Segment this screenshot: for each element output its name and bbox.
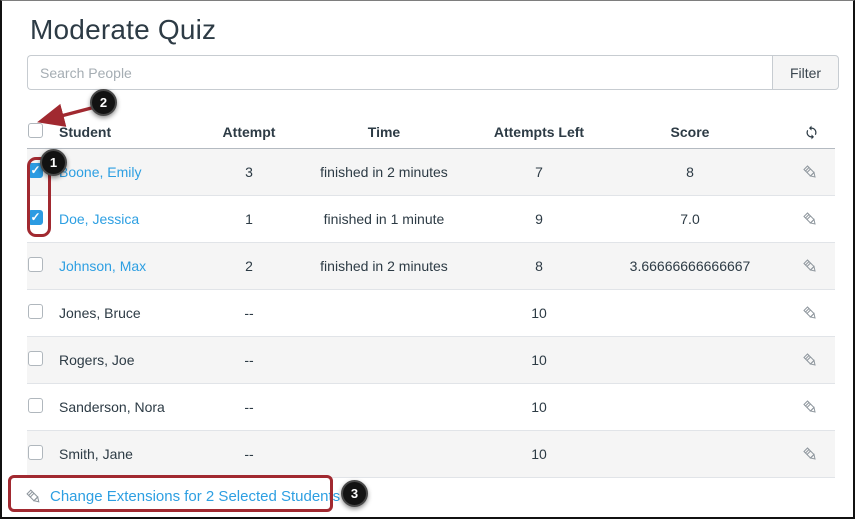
header-student: Student (59, 124, 112, 140)
annotation-arrow-2 (37, 103, 100, 127)
edit-extension-button[interactable] (802, 399, 819, 416)
pencil-icon (803, 306, 816, 319)
header-time: Time (367, 124, 401, 140)
edit-extension-button[interactable] (802, 258, 819, 275)
cell-attempts-left: 10 (531, 305, 547, 321)
filter-button[interactable]: Filter (772, 55, 839, 90)
row-checkbox[interactable] (28, 304, 43, 319)
row-checkbox[interactable] (28, 445, 43, 460)
cell-attempts-left: 10 (531, 399, 547, 415)
row-checkbox[interactable] (28, 351, 43, 366)
student-name: Sanderson, Nora (59, 399, 165, 415)
student-name: Jones, Bruce (59, 305, 141, 321)
header-attempt: Attempt (222, 124, 276, 140)
annotation-box-change-extensions (8, 475, 333, 512)
table-row: Jones, Bruce -- 10 (27, 290, 835, 337)
cell-attempts-left: 7 (535, 164, 543, 180)
annotation-badge-2: 2 (90, 89, 117, 116)
edit-extension-button[interactable] (802, 352, 819, 369)
edit-extension-button[interactable] (802, 446, 819, 463)
search-bar: Filter (27, 55, 839, 90)
students-table: Student Attempt Time Attempts Left Score… (27, 116, 835, 478)
table-row: Boone, Emily 3 finished in 2 minutes 7 8 (27, 149, 835, 196)
student-name-link[interactable]: Doe, Jessica (59, 211, 140, 227)
cell-time: finished in 2 minutes (320, 258, 448, 274)
table-row: Johnson, Max 2 finished in 2 minutes 8 3… (27, 243, 835, 290)
change-extensions-link[interactable]: Change Extensions for 2 Selected Student… (50, 488, 341, 505)
cell-attempts-left: 9 (535, 211, 543, 227)
student-name: Smith, Jane (59, 446, 133, 462)
cell-attempt: 1 (245, 211, 253, 227)
table-row: Doe, Jessica 1 finished in 1 minute 9 7.… (27, 196, 835, 243)
pencil-icon (803, 212, 816, 225)
cell-attempt: -- (244, 399, 254, 415)
student-name: Rogers, Joe (59, 352, 135, 368)
table-row: Smith, Jane -- 10 (27, 431, 835, 478)
bulk-actions-footer: Change Extensions for 2 Selected Student… (25, 478, 835, 515)
row-checkbox[interactable] (28, 398, 43, 413)
cell-attempt: 2 (245, 258, 253, 274)
row-checkbox[interactable] (28, 257, 43, 272)
cell-attempt: -- (244, 446, 254, 462)
pencil-icon (803, 447, 816, 460)
cell-time: finished in 1 minute (323, 211, 445, 227)
table-header-row: Student Attempt Time Attempts Left Score (27, 116, 835, 149)
cell-attempt: -- (244, 352, 254, 368)
student-name-link[interactable]: Boone, Emily (59, 164, 142, 180)
cell-attempts-left: 10 (531, 446, 547, 462)
cell-attempt: -- (244, 305, 254, 321)
edit-extension-button[interactable] (802, 164, 819, 181)
row-checkbox[interactable] (28, 210, 43, 225)
pencil-icon (803, 353, 816, 366)
refresh-button[interactable] (804, 125, 819, 141)
page-title: Moderate Quiz (30, 14, 217, 45)
cell-score: 7.0 (680, 211, 700, 227)
search-input[interactable] (27, 55, 772, 90)
cell-attempts-left: 10 (531, 352, 547, 368)
annotation-badge-1: 1 (40, 149, 67, 176)
cell-score: 8 (686, 164, 694, 180)
table-row: Rogers, Joe -- 10 (27, 337, 835, 384)
pencil-icon (26, 488, 40, 502)
edit-extension-button[interactable] (802, 305, 819, 322)
cell-time: finished in 2 minutes (320, 164, 448, 180)
pencil-icon (803, 400, 816, 413)
annotation-badge-3: 3 (341, 480, 368, 507)
header-attempts-left: Attempts Left (493, 124, 585, 140)
annotation-box-checkboxes (27, 157, 51, 237)
student-name-link[interactable]: Johnson, Max (59, 258, 147, 274)
header-score: Score (670, 124, 710, 140)
pencil-icon (803, 259, 816, 272)
pencil-icon (803, 165, 816, 178)
table-body: Boone, Emily 3 finished in 2 minutes 7 8… (27, 149, 835, 478)
edit-extension-button[interactable] (802, 211, 819, 228)
cell-attempts-left: 8 (535, 258, 543, 274)
refresh-icon (806, 126, 817, 140)
table-row: Sanderson, Nora -- 10 (27, 384, 835, 431)
cell-attempt: 3 (245, 164, 253, 180)
cell-score: 3.66666666666667 (629, 258, 751, 274)
